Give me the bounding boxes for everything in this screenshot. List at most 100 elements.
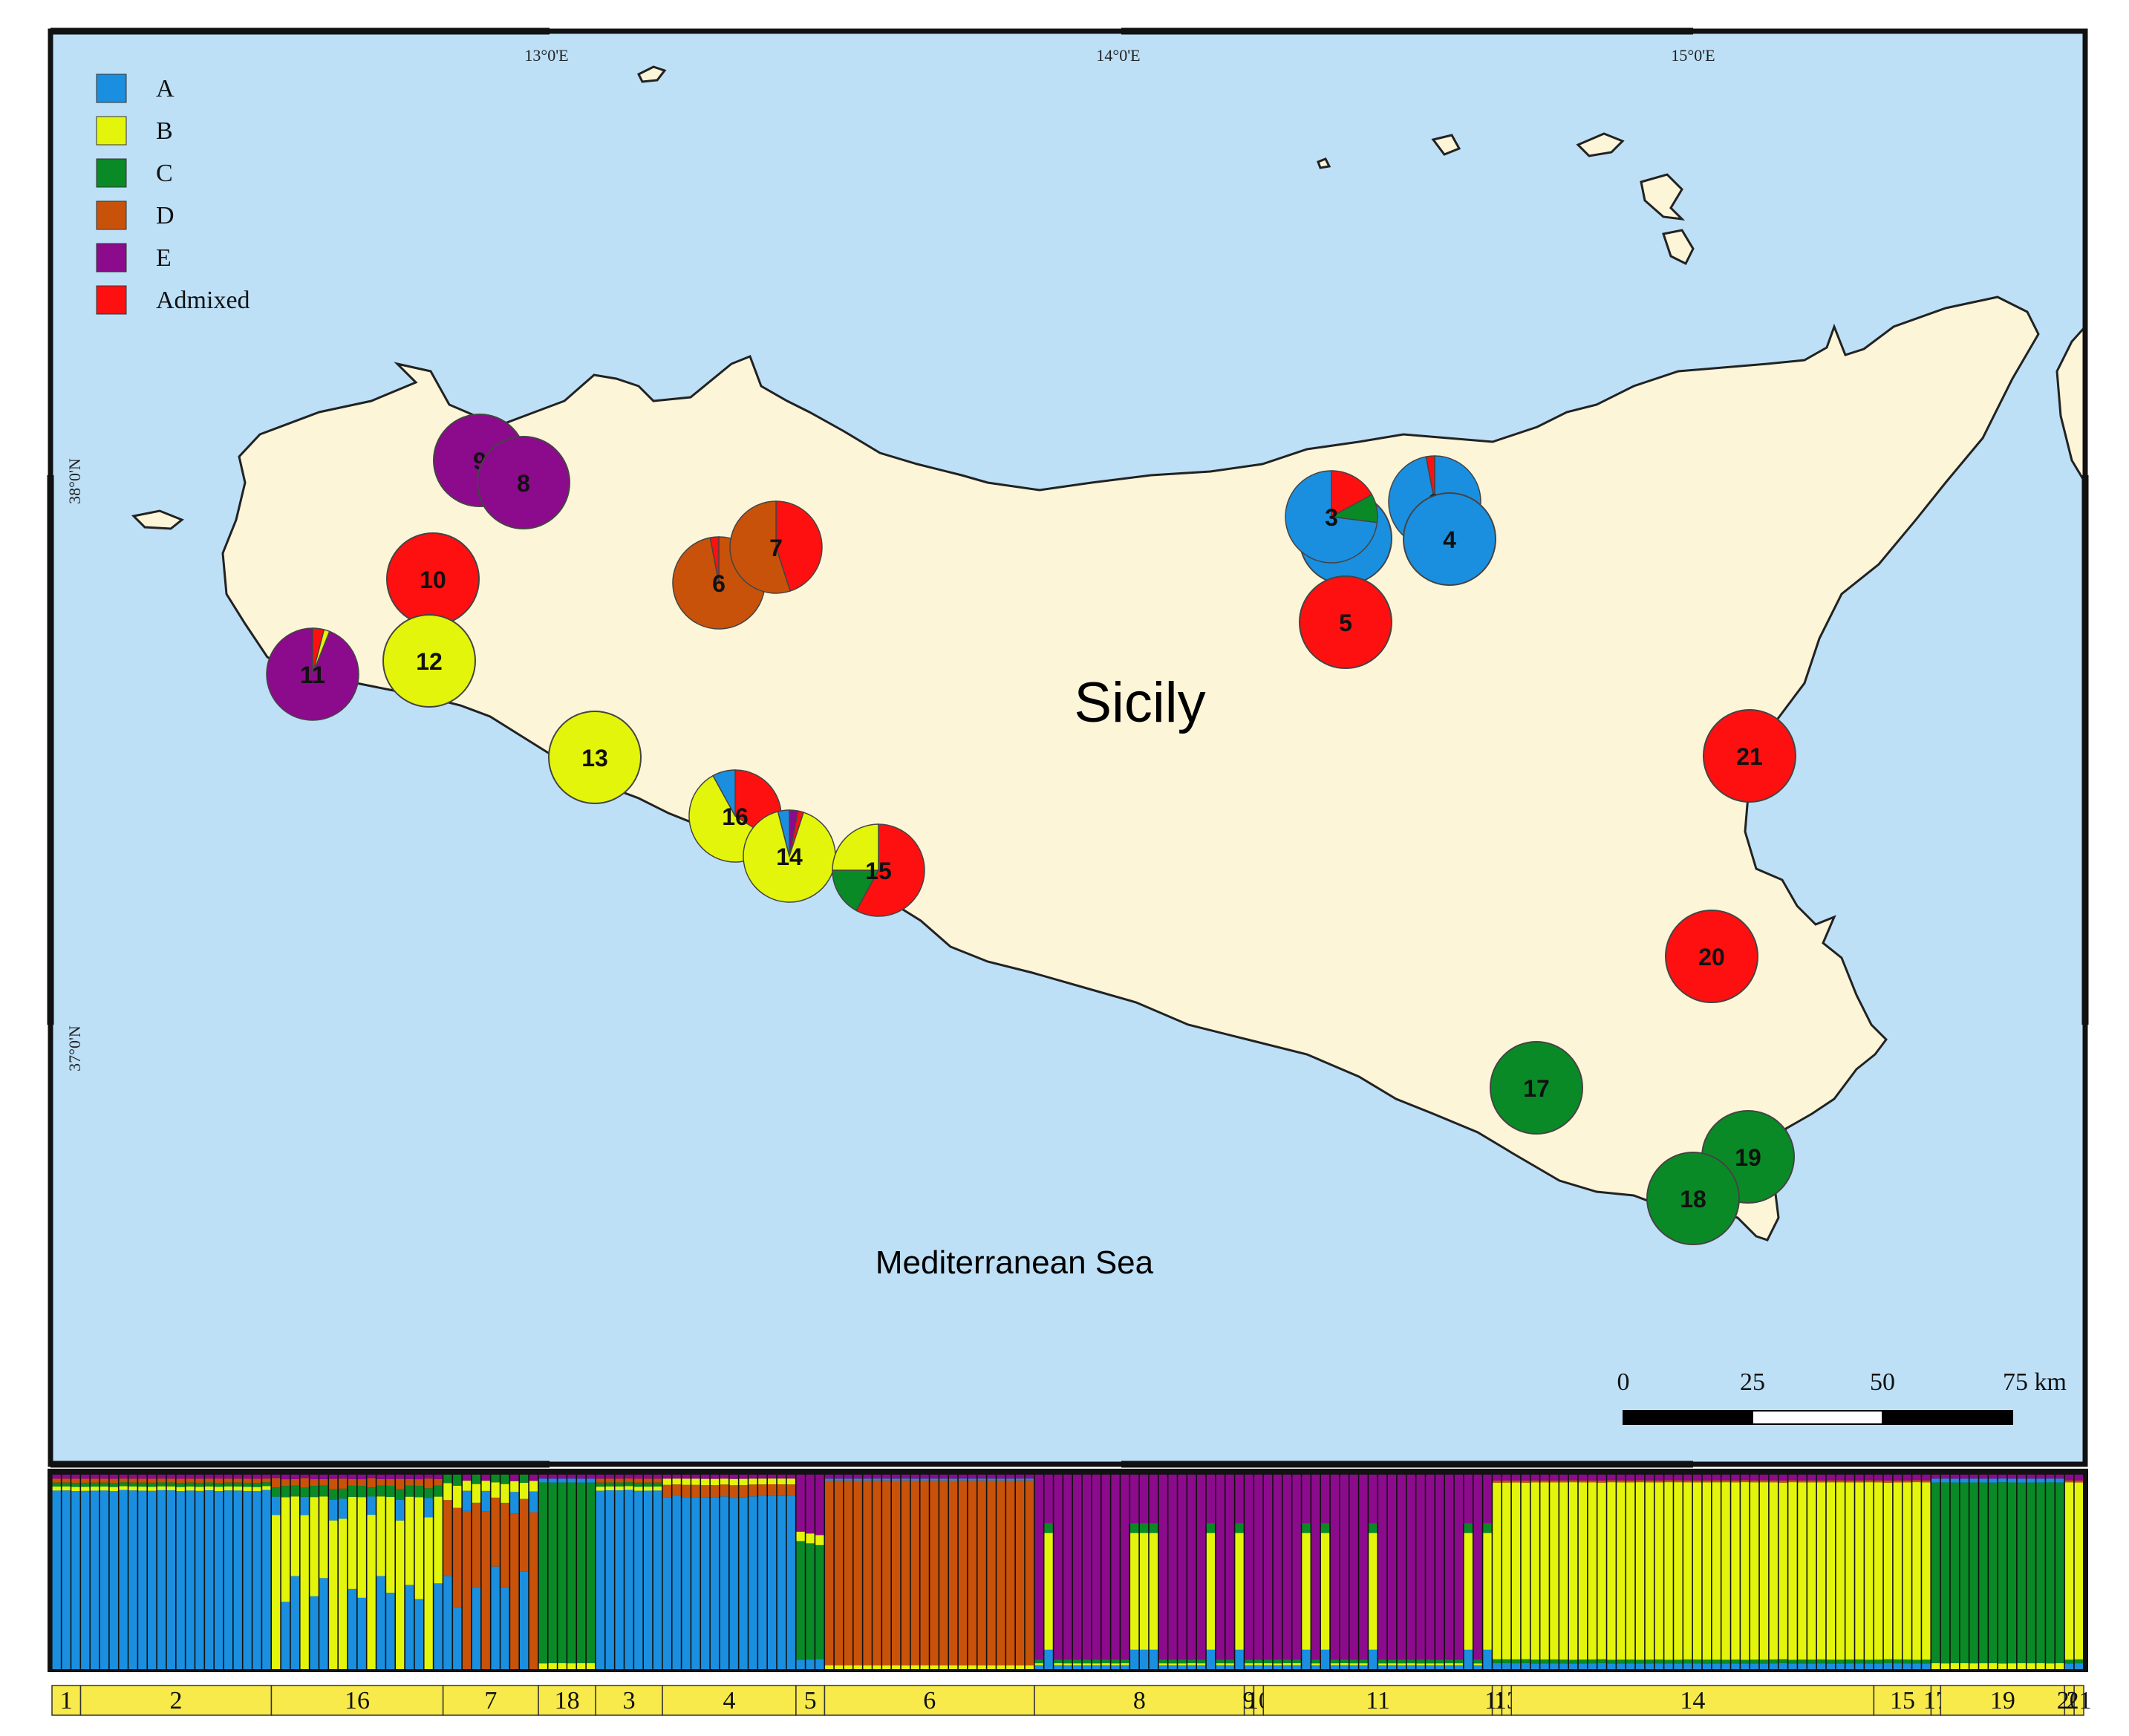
structure-bar-segment-a <box>968 1478 977 1481</box>
structure-bar-segment-e <box>262 1475 271 1479</box>
structure-bar-segment-e <box>949 1475 958 1479</box>
structure-bar-segment-a <box>2064 1663 2074 1669</box>
structure-bar-segment-b <box>1750 1482 1759 1660</box>
structure-bar-segment-a <box>1397 1665 1406 1669</box>
structure-bar-segment-a <box>1502 1663 1511 1669</box>
structure-bar-segment-d <box>720 1484 728 1497</box>
structure-bar-segment-a <box>1225 1665 1234 1669</box>
structure-bar-segment-e <box>1855 1475 1864 1481</box>
structure-bar-segment-b <box>1416 1663 1425 1665</box>
structure-bar-segment-b <box>1960 1662 1969 1669</box>
structure-bar-segment-a <box>1741 1663 1750 1669</box>
structure-bar-segment-a <box>538 1478 547 1483</box>
structure-bar-segment-b <box>272 1515 281 1669</box>
structure-bar-segment-b <box>1187 1663 1196 1665</box>
structure-bar-segment-a <box>300 1496 309 1515</box>
structure-bar-segment-d <box>1511 1480 1521 1483</box>
structure-bar-segment-e <box>1216 1475 1225 1660</box>
structure-bar-segment-a <box>1607 1663 1616 1669</box>
structure-bar-segment-b <box>1845 1482 1854 1660</box>
pie-population-10: 10 <box>386 532 480 626</box>
structure-bar-segment-e <box>357 1475 366 1480</box>
structure-bar-segment-a <box>520 1571 529 1669</box>
structure-bar-segment-a <box>1664 1663 1673 1669</box>
structure-bar-segment-e <box>1349 1475 1358 1660</box>
structure-bar-segment-e <box>672 1475 681 1479</box>
structure-bar-segment-a <box>682 1497 691 1669</box>
island-aeolian-5 <box>1317 157 1331 169</box>
structure-bar-segment-c <box>1597 1659 1606 1663</box>
structure-bar-segment-a <box>1092 1665 1101 1669</box>
structure-bar-segment-b <box>1015 1665 1025 1669</box>
structure-bar-segment-c <box>1969 1482 1978 1664</box>
structure-bar-segment-d <box>873 1480 881 1665</box>
legend-label: A <box>156 75 175 102</box>
structure-bar-segment-e <box>997 1475 1005 1479</box>
strip-cell <box>1510 1685 1875 1716</box>
structure-bar-segment-a <box>357 1597 366 1669</box>
structure-bar-segment-c <box>1998 1482 2007 1664</box>
structure-bar-segment-c <box>1845 1659 1854 1664</box>
structure-bar-segment-b <box>2007 1663 2017 1669</box>
structure-bar-segment-e <box>510 1475 519 1481</box>
structure-bar-segment-a <box>434 1583 443 1669</box>
structure-bar-segment-c <box>1683 1659 1692 1664</box>
structure-bar-segment-e <box>1874 1475 1883 1481</box>
structure-bar-segment-e <box>1273 1475 1282 1660</box>
strip-label: 11 <box>1366 1687 1390 1714</box>
structure-bar-segment-b <box>1216 1663 1225 1665</box>
structure-bar-segment-b <box>262 1486 271 1490</box>
structure-bar-segment-e <box>1940 1475 1950 1479</box>
structure-bar-segment-e <box>825 1475 834 1479</box>
structure-bar-segment-b <box>1931 1662 1940 1669</box>
structure-bar-segment-d <box>1922 1480 1931 1483</box>
structure-bar-segment-c <box>319 1485 328 1497</box>
structure-bar-segment-b <box>1903 1482 1911 1660</box>
structure-bar-segment-a <box>567 1478 576 1483</box>
structure-bar-segment-c <box>1320 1523 1330 1533</box>
structure-bar-segment-e <box>1769 1475 1778 1481</box>
structure-bar-segment-c <box>1235 1523 1244 1533</box>
structure-bar-segment-a <box>1798 1663 1807 1669</box>
structure-bar-segment-d <box>1683 1480 1692 1483</box>
structure-bar-segment-a <box>1015 1478 1025 1481</box>
structure-bar-segment-c <box>310 1486 319 1498</box>
structure-bar-segment-a <box>1816 1663 1826 1669</box>
structure-bar-segment-b <box>1597 1482 1606 1660</box>
structure-bar-segment-d <box>1865 1480 1874 1483</box>
structure-bar-segment-e <box>987 1475 996 1479</box>
structure-bar-segment-b <box>1435 1663 1444 1665</box>
structure-bar-segment-a <box>71 1491 80 1669</box>
pie-label: 14 <box>776 843 803 870</box>
structure-bar-segment-d <box>1540 1480 1549 1483</box>
structure-bar-segment-d <box>1006 1480 1015 1665</box>
structure-bar-segment-a <box>1121 1665 1129 1669</box>
structure-bar-segment-a <box>319 1578 328 1669</box>
structure-bar-segment-a <box>701 1497 710 1669</box>
structure-bar-segment-c <box>453 1475 462 1486</box>
structure-bar-segment-a <box>1626 1663 1635 1669</box>
structure-bar-segment-a <box>1168 1665 1177 1669</box>
structure-bar-segment-e <box>405 1475 414 1479</box>
structure-bar-segment-e <box>367 1475 376 1478</box>
structure-bar-segment-a <box>414 1599 423 1669</box>
structure-bar-segment-b <box>1807 1482 1816 1660</box>
structure-bar-segment-c <box>262 1482 271 1487</box>
structure-bar-segment-b <box>52 1487 61 1491</box>
pie-slice-b <box>743 811 836 903</box>
structure-bar-segment-c <box>1139 1523 1149 1533</box>
structure-bar-segment-d <box>710 1485 720 1498</box>
structure-bar-segment-e <box>901 1475 910 1479</box>
structure-bar-segment-e <box>1121 1475 1129 1660</box>
structure-bar-segment-e <box>1807 1475 1816 1481</box>
structure-bar-segment-b <box>1683 1482 1692 1660</box>
scale-label: 75 km <box>2003 1368 2067 1396</box>
structure-bar-segment-c <box>1883 1659 1893 1663</box>
structure-bar-segment-d <box>252 1478 261 1484</box>
structure-bar-segment-c <box>558 1482 567 1663</box>
structure-bar-segment-a <box>710 1497 720 1669</box>
structure-bar-segment-e <box>615 1475 624 1479</box>
structure-bar-segment-b <box>691 1478 700 1485</box>
structure-bar-segment-d <box>1645 1480 1654 1483</box>
structure-bar-segment-a <box>1950 1478 1960 1483</box>
